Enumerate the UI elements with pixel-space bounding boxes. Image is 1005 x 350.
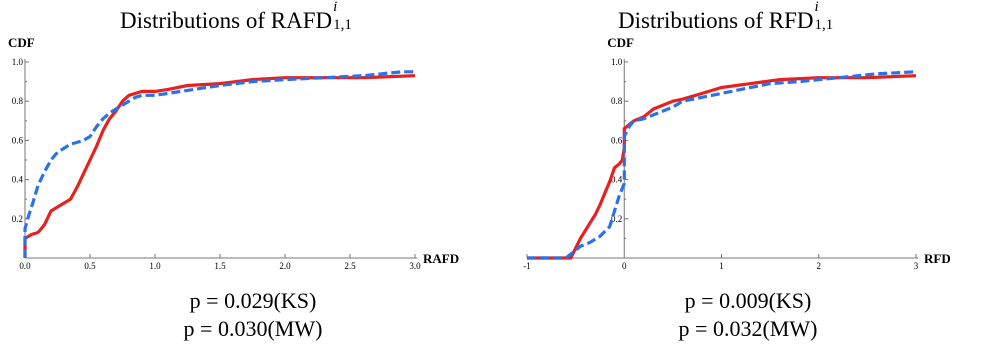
cdf-line-dashed [527, 70, 917, 260]
x-tick-label: 0 [622, 261, 627, 271]
title-superscript: i [814, 0, 819, 15]
x-tick-label: 2 [817, 261, 822, 271]
chart-title: Distributions of RAFD i 1,1 [120, 0, 360, 34]
ks-p-value: p = 0.029(KS) [189, 288, 317, 313]
x-tick-label: 0.0 [19, 261, 31, 271]
y-axis-title: CDF [8, 35, 35, 50]
x-tick-label: 0.5 [84, 261, 96, 271]
y-tick-label: 1.0 [611, 57, 623, 67]
title-scripts: i 1,1 [332, 0, 360, 33]
y-tick-label: 0.8 [611, 96, 623, 106]
y-axis-title: CDF [607, 35, 634, 50]
mw-p-value: p = 0.032(MW) [678, 316, 818, 341]
chart-panel-left: Distributions of RAFD i 1,1 0.2 0.4 0.6 0.8 1.… [0, 0, 502, 350]
x-tick-label: 1.0 [149, 261, 161, 271]
x-axis-title: RFD [924, 251, 951, 266]
x-axis-title: RAFD [423, 251, 459, 266]
x-tick-label: 2.0 [279, 261, 291, 271]
title-scripts: i 1,1 [814, 0, 842, 33]
cdf-line-solid [23, 74, 416, 258]
y-tick-label: 0.6 [12, 135, 24, 145]
ks-p-value: p = 0.009(KS) [684, 288, 812, 313]
y-tick-label: 0.4 [611, 175, 623, 185]
y-tick-label: 1.0 [12, 57, 24, 67]
title-subscript: 1,1 [333, 17, 352, 33]
y-tick-label: 0.2 [12, 214, 23, 224]
x-tick-label: -1 [523, 261, 531, 271]
y-tick-label: 0.6 [611, 135, 623, 145]
chart-panel-right: Distributions of RFD i 1,1 0.2 0.4 0.6 0.8 1.0… [502, 0, 1004, 350]
title-superscript: i [333, 0, 338, 15]
cdf-line-dashed [23, 70, 415, 258]
cdf-line-solid [527, 74, 917, 260]
cdf-chart-rfd: 0.2 0.4 0.6 0.8 1.0 -1 1 2 3 0 CDF RFD [523, 35, 951, 271]
y-tick-label: 0.4 [12, 175, 24, 185]
y-tick-label: 0.2 [611, 214, 622, 224]
x-tick-label: 1.5 [214, 261, 226, 271]
y-tick-label: 0.8 [12, 96, 24, 106]
title-subscript: 1,1 [814, 17, 834, 33]
x-tick-label: 1 [719, 261, 724, 271]
cdf-chart-rafd: 0.2 0.4 0.6 0.8 1.0 0.0 0.5 1.0 1.5 2.0 2.5 3.0 CDF R… [8, 35, 459, 271]
x-tick-label: 3.0 [409, 261, 421, 271]
x-tick-label: 2.5 [344, 261, 356, 271]
x-tick-label: 3 [914, 261, 919, 271]
chart-title-text: Distributions of RAFD [120, 8, 333, 33]
chart-title-text: Distributions of RFD [618, 8, 814, 33]
chart-title: Distributions of RFD i 1,1 [618, 0, 842, 34]
mw-p-value: p = 0.030(MW) [183, 316, 323, 341]
